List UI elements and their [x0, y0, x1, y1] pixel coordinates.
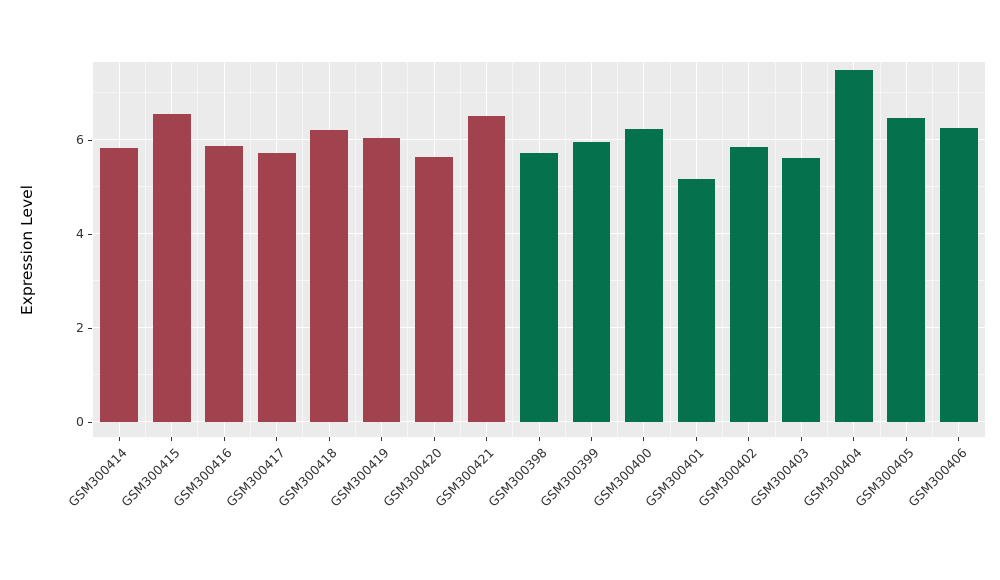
bar-GSM300404: [834, 70, 873, 422]
plot-panel: [93, 62, 985, 437]
bar-GSM300400: [625, 129, 663, 422]
y-tick-mark: [88, 139, 92, 141]
bar-GSM300403: [782, 157, 821, 422]
minor-gridline-x: [407, 62, 409, 437]
bar-GSM300416: [205, 146, 244, 422]
minor-gridline-x: [564, 62, 566, 437]
x-tick-mark: [223, 437, 225, 441]
x-tick-mark: [905, 437, 907, 441]
bar-GSM300420: [415, 156, 453, 422]
minor-gridline-x: [354, 62, 356, 437]
x-tick-mark: [276, 437, 278, 441]
y-tick-mark: [88, 421, 92, 423]
bar-GSM300399: [572, 141, 611, 422]
bar-GSM300401: [677, 179, 716, 422]
bar-GSM300417: [257, 153, 296, 422]
minor-gridline-x: [197, 62, 199, 437]
minor-gridline-x: [144, 62, 146, 437]
bar-GSM300398: [520, 153, 558, 422]
bar-GSM300402: [729, 147, 768, 422]
x-tick-mark: [381, 437, 383, 441]
y-tick-mark: [88, 327, 92, 329]
minor-gridline-x: [617, 62, 619, 437]
x-tick-mark: [328, 437, 330, 441]
minor-gridline-x: [827, 62, 829, 437]
bar-GSM300406: [939, 127, 978, 422]
x-tick-mark: [958, 437, 960, 441]
bars-layer: [93, 62, 985, 437]
minor-gridline-x: [302, 62, 304, 437]
minor-gridline-x: [459, 62, 461, 437]
minor-gridline-x: [512, 62, 514, 437]
minor-gridline-x: [249, 62, 251, 437]
x-tick-mark: [748, 437, 750, 441]
bar-GSM300415: [152, 114, 191, 422]
x-tick-mark: [538, 437, 540, 441]
y-tick-mark: [88, 233, 92, 235]
x-tick-mark: [486, 437, 488, 441]
y-tick-label: 4: [76, 226, 84, 241]
minor-gridline-x: [669, 62, 671, 437]
y-tick-label: 2: [76, 320, 84, 335]
x-tick-mark: [118, 437, 120, 441]
minor-gridline-x: [932, 62, 934, 437]
minor-gridline-x: [722, 62, 724, 437]
bar-GSM300414: [100, 148, 139, 422]
y-axis-title: Expression Level: [16, 62, 38, 437]
x-tick-mark: [433, 437, 435, 441]
minor-gridline-x: [774, 62, 776, 437]
bar-GSM300421: [467, 116, 506, 422]
x-tick-mark: [695, 437, 697, 441]
y-tick-label: 0: [76, 414, 84, 429]
y-axis-title-text: Expression Level: [18, 184, 37, 315]
y-tick-label: 6: [76, 132, 84, 148]
x-tick-mark: [171, 437, 173, 441]
x-tick-mark: [590, 437, 592, 441]
bar-GSM300405: [887, 117, 926, 422]
minor-gridline-x: [879, 62, 881, 437]
x-tick-mark: [643, 437, 645, 441]
x-tick-mark: [800, 437, 802, 441]
bar-GSM300418: [310, 130, 348, 422]
x-tick-mark: [853, 437, 855, 441]
bar-GSM300419: [362, 138, 401, 422]
